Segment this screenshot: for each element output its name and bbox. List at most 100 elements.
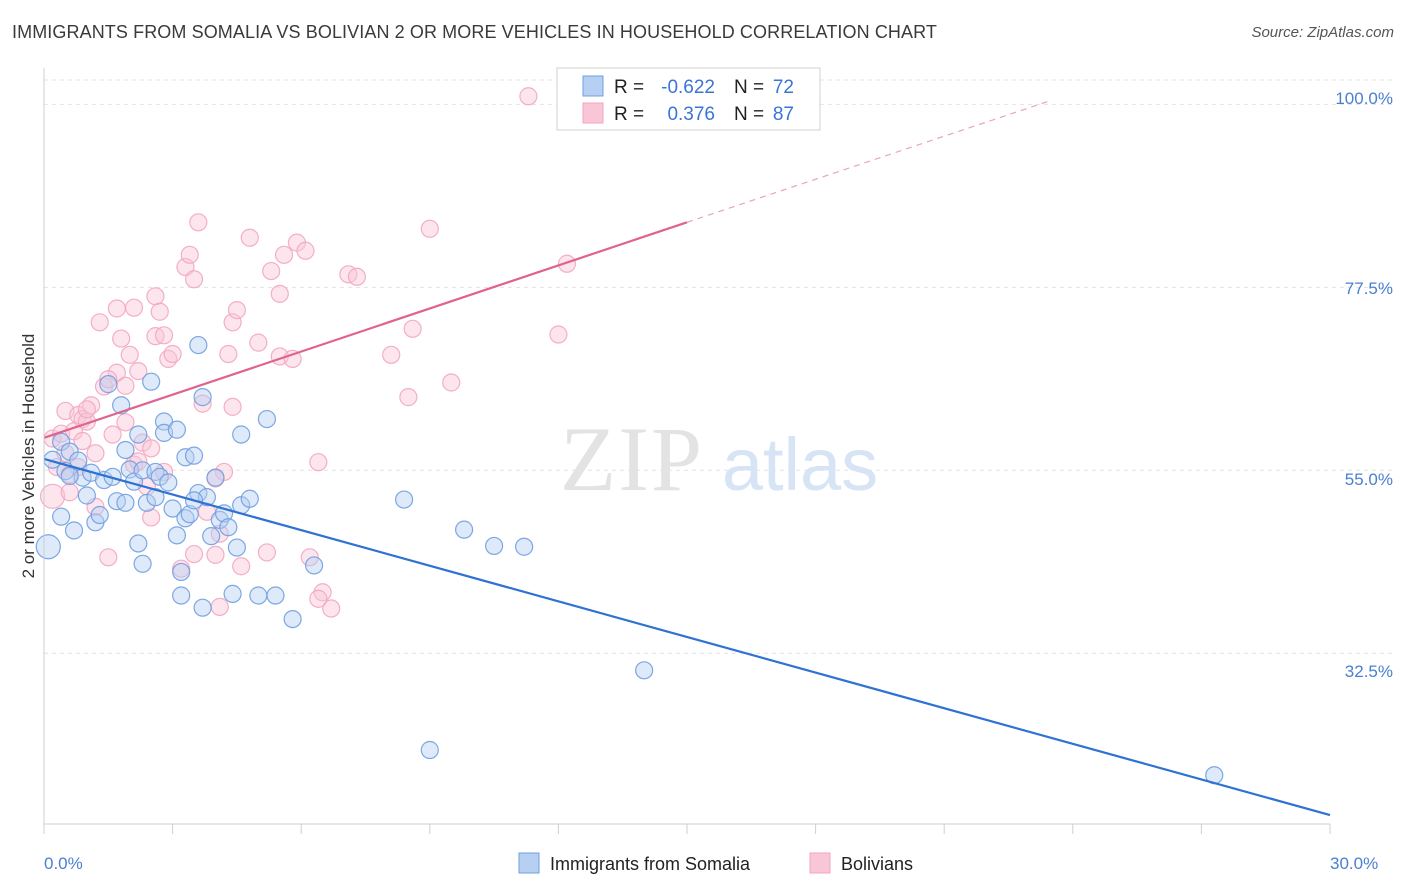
somalia-point: [90, 505, 109, 525]
source-credit: Source: ZipAtlas.com: [1251, 24, 1394, 41]
somalia-point: [99, 375, 118, 394]
somalia-point: [515, 537, 534, 556]
bolivians-point: [240, 228, 259, 247]
bolivians-point: [124, 298, 144, 317]
trend-lines: [43, 99, 1331, 817]
bolivians-point: [73, 431, 92, 451]
somalia-point: [180, 505, 199, 524]
bolivians-point: [309, 453, 328, 472]
bolivians-point: [142, 439, 161, 458]
bolivians-point: [206, 545, 225, 564]
somalia-point: [129, 534, 148, 553]
bolivians-point: [257, 543, 277, 562]
legend-n-value: 87: [773, 104, 794, 125]
bolivians-point: [300, 548, 319, 567]
bolivians-point: [262, 261, 281, 281]
somalia-point: [232, 425, 251, 444]
bolivians-point: [90, 313, 109, 332]
somalia-point: [283, 609, 302, 629]
bolivians-trend-line: [43, 221, 688, 439]
somalia-point: [116, 493, 135, 512]
bolivians-point: [163, 344, 182, 364]
y-tick-label: 77.5%: [1345, 279, 1393, 298]
bolivians-point: [184, 544, 204, 564]
bottom-swatch-somalia: [518, 852, 540, 874]
somalia-point: [77, 486, 96, 505]
somalia-point: [64, 521, 84, 540]
bolivians-point: [283, 349, 302, 368]
bolivians-point: [116, 413, 135, 432]
somalia-point: [193, 388, 212, 407]
somalia-point: [35, 534, 61, 560]
somalia-point: [635, 661, 654, 680]
bolivians-point: [549, 325, 568, 344]
bolivians-point: [99, 548, 118, 567]
legend-r-label: R =: [614, 104, 644, 125]
x-tick-label-max: 30.0%: [1330, 854, 1378, 873]
somalia-point: [163, 499, 182, 518]
bolivians-point: [382, 345, 401, 364]
bolivians-point: [442, 373, 461, 392]
bolivians-point: [223, 397, 242, 416]
somalia-point: [420, 740, 439, 760]
bolivians-point: [322, 599, 341, 618]
x-tick-marks: [43, 824, 1331, 834]
bolivians-point: [270, 284, 289, 303]
bolivians-point: [420, 219, 439, 238]
somalia-point: [133, 554, 152, 573]
bolivians-point: [154, 326, 174, 345]
somalia-point: [219, 518, 238, 537]
legend-n-label: N =: [734, 104, 764, 125]
bolivians-point: [150, 302, 169, 321]
somalia-point: [172, 562, 191, 582]
bolivians-point: [274, 245, 294, 264]
bolivians-trend-extension: [686, 99, 1052, 223]
bolivians-point: [99, 370, 118, 389]
somalia-point: [454, 520, 474, 539]
bolivians-point: [86, 444, 105, 463]
legend-label-bolivians: Bolivians: [841, 854, 913, 874]
somalia-point: [167, 526, 186, 545]
bolivians-point: [103, 425, 122, 444]
bolivians-point: [107, 299, 126, 318]
somalia-point: [206, 468, 225, 487]
somalia-point: [266, 586, 285, 605]
somalia-point: [116, 440, 135, 460]
bolivians-point: [557, 254, 577, 273]
somalia-point: [184, 446, 204, 465]
somalia-point: [167, 420, 186, 439]
y-axis-label: 2 or more Vehicles in Household: [19, 334, 38, 579]
somalia-trend-line: [43, 457, 1331, 817]
bolivians-point: [347, 267, 367, 286]
bolivians-point: [142, 508, 161, 527]
somalia-point: [304, 556, 324, 575]
legend-r-value: 0.376: [667, 104, 715, 125]
watermark-atlas: atlas: [722, 423, 878, 506]
somalia-point: [227, 538, 246, 557]
somalia-point: [189, 335, 208, 355]
stats-legend: R = -0.622 N = 72 R = 0.376 N = 87: [556, 67, 821, 131]
bottom-swatch-bolivians: [809, 852, 831, 874]
somalia-point: [142, 372, 161, 391]
somalia-point: [257, 409, 277, 429]
y-tick-label: 32.5%: [1345, 662, 1393, 681]
somalia-point: [202, 527, 221, 546]
y-tick-label: 100.0%: [1335, 89, 1393, 108]
bolivians-point: [180, 245, 199, 264]
bolivians-point: [219, 344, 238, 364]
legend-label-somalia: Immigrants from Somalia: [550, 854, 751, 874]
somalia-point: [394, 490, 414, 509]
somalia-point: [129, 425, 148, 444]
bolivians-point: [519, 87, 538, 106]
bolivians-point: [116, 376, 135, 395]
series-legend: Immigrants from Somalia Bolivians: [518, 852, 913, 874]
bolivians-point: [77, 400, 96, 419]
somalia-point: [223, 584, 242, 603]
somalia-point: [485, 536, 504, 556]
somalia-point: [193, 598, 212, 617]
bolivians-point: [39, 483, 66, 509]
bolivians-point: [189, 213, 208, 232]
bolivians-point: [120, 345, 139, 364]
legend-r-label: R =: [614, 77, 644, 98]
